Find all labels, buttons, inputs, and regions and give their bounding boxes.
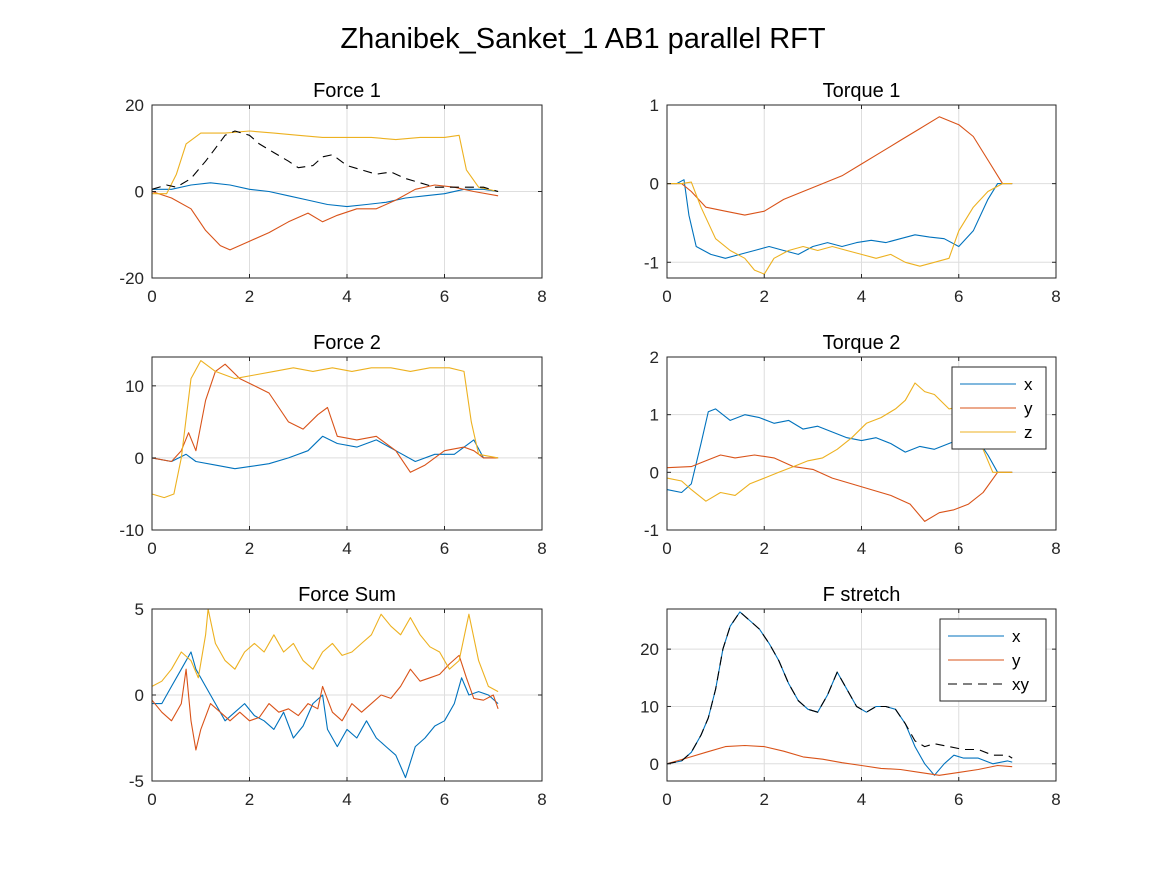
x-tick-label: 0 <box>147 790 156 809</box>
legend-label-x: x <box>1024 375 1033 394</box>
legend-label-z: z <box>1024 423 1033 442</box>
x-tick-label: 8 <box>537 790 546 809</box>
series-line-y <box>666 454 1013 522</box>
subplot-title: Torque 2 <box>823 332 901 354</box>
x-tick-label: 2 <box>760 287 769 306</box>
y-tick-label: -5 <box>129 772 144 791</box>
y-tick-label: 0 <box>650 175 659 194</box>
series-line-x <box>152 182 499 208</box>
subplot-title: Force 2 <box>313 332 381 354</box>
x-tick-label: 8 <box>1051 287 1060 306</box>
y-tick-label: 5 <box>135 600 144 619</box>
y-tick-label: 0 <box>135 686 144 705</box>
legend: xy xy <box>939 618 1047 702</box>
legend-label-y: y <box>1024 399 1033 418</box>
x-tick-label: 6 <box>954 539 963 558</box>
y-tick-label: 1 <box>650 406 659 425</box>
x-tick-label: 6 <box>440 790 449 809</box>
x-tick-label: 6 <box>440 539 449 558</box>
y-tick-label: 10 <box>640 697 659 716</box>
x-tick-label: 2 <box>245 539 254 558</box>
subplot-title: F stretch <box>823 584 901 606</box>
x-tick-label: 6 <box>954 287 963 306</box>
x-tick-label: 6 <box>954 790 963 809</box>
series-line-z <box>151 608 499 693</box>
series-line-z <box>151 360 499 499</box>
series-line-x <box>666 611 1013 776</box>
y-tick-label: 20 <box>125 96 144 115</box>
series-line-y <box>151 363 499 473</box>
y-tick-label: 10 <box>125 377 144 396</box>
subplot-title: Force 1 <box>313 80 381 102</box>
x-tick-label: 0 <box>662 790 671 809</box>
series-line-z <box>667 181 1013 275</box>
y-tick-label: -1 <box>644 521 659 540</box>
series-line-y <box>151 654 499 751</box>
x-tick-label: 4 <box>857 539 866 558</box>
legend-label-x: x <box>1012 627 1021 646</box>
y-tick-label: 2 <box>650 348 659 367</box>
series-line-xy <box>666 611 1013 765</box>
y-tick-label: -1 <box>644 253 659 272</box>
x-tick-label: 2 <box>760 790 769 809</box>
legend: xyz <box>951 366 1047 450</box>
x-tick-label: 0 <box>147 287 156 306</box>
y-tick-label: -20 <box>119 269 144 288</box>
x-tick-label: 8 <box>537 539 546 558</box>
x-tick-label: 8 <box>1051 790 1060 809</box>
x-tick-label: 6 <box>440 287 449 306</box>
y-tick-label: 1 <box>650 96 659 115</box>
x-tick-label: 4 <box>342 790 351 809</box>
x-tick-label: 2 <box>245 790 254 809</box>
y-tick-label: 0 <box>650 463 659 482</box>
legend-label-xy: xy <box>1012 675 1030 694</box>
series-line-xy <box>151 130 499 193</box>
x-tick-label: 0 <box>147 539 156 558</box>
x-tick-label: 2 <box>245 287 254 306</box>
y-tick-label: 0 <box>650 755 659 774</box>
y-tick-label: -10 <box>119 521 144 540</box>
series-line-y <box>666 744 1013 776</box>
x-tick-label: 4 <box>857 287 866 306</box>
series-line-x <box>151 435 499 470</box>
series-line-y <box>151 184 499 251</box>
subplot-title: Torque 1 <box>823 80 901 102</box>
x-tick-label: 8 <box>1051 539 1060 558</box>
figure-title: Zhanibek_Sanket_1 AB1 parallel RFT <box>340 23 826 55</box>
x-tick-label: 4 <box>342 287 351 306</box>
x-tick-label: 8 <box>537 287 546 306</box>
y-tick-label: 0 <box>135 449 144 468</box>
x-tick-label: 0 <box>662 287 671 306</box>
subplot-title: Force Sum <box>298 584 396 606</box>
series-line-x <box>152 651 499 779</box>
y-tick-label: 20 <box>640 640 659 659</box>
x-tick-label: 2 <box>760 539 769 558</box>
series-line-z <box>152 130 499 195</box>
legend-label-y: y <box>1012 651 1021 670</box>
subplot-fstretch: 0 2 4 6 8 0 10 20 F stretch xy xy <box>640 584 1061 809</box>
x-tick-label: 4 <box>857 790 866 809</box>
series-line-y <box>667 116 1013 216</box>
y-tick-label: 0 <box>135 183 144 202</box>
x-tick-label: 4 <box>342 539 351 558</box>
x-tick-label: 0 <box>662 539 671 558</box>
